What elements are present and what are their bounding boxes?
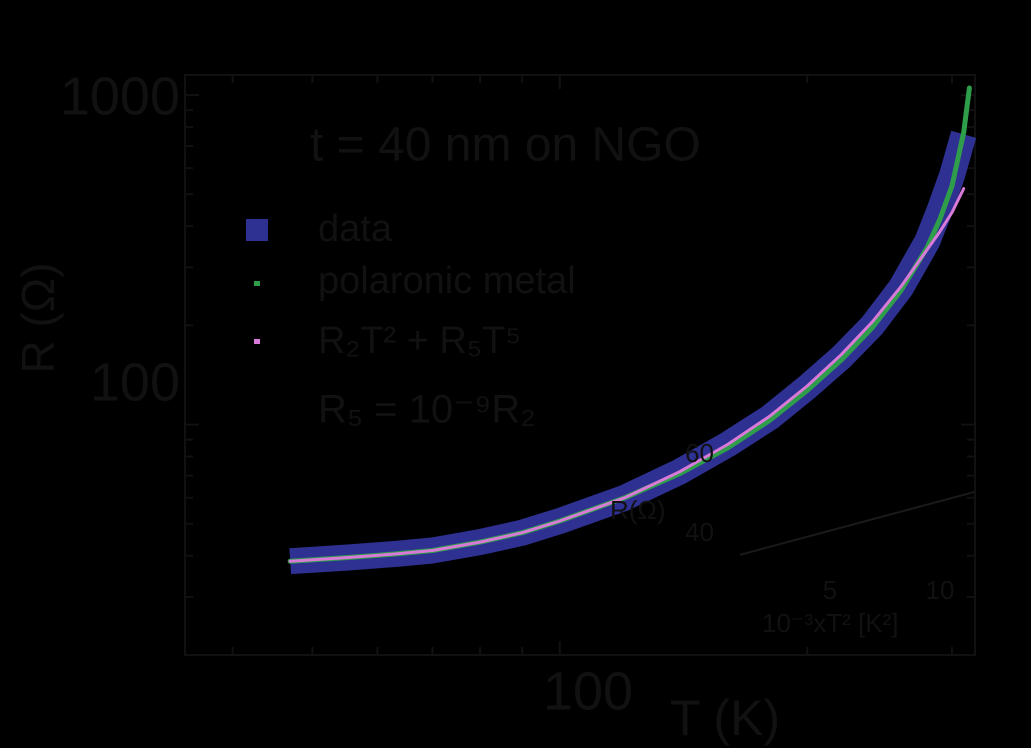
inset-x-axis-label: 10⁻³xT² [K²] [762, 608, 899, 638]
x-axis-label: T (K) [670, 690, 780, 746]
x-tick-label-100: 100 [543, 661, 633, 721]
legend: data polaronic metal R₂T² + R₅T⁵ [246, 208, 576, 362]
inset-y-tick-label-60: 60 [685, 438, 714, 468]
legend-label-polaronic-metal: polaronic metal [318, 260, 576, 302]
y-tick-label-1000: 1000 [60, 66, 180, 126]
axis-ticks [185, 75, 975, 656]
thickness-annotation: t = 40 nm on NGO [310, 119, 701, 172]
inset-plot [739, 490, 976, 556]
inset-y-axis-label: R(Ω) [610, 495, 666, 525]
legend-marker-polaronic-metal [254, 281, 260, 286]
inset-series-line-0 [739, 490, 976, 556]
legend-marker-power-law [254, 339, 260, 344]
series-layer [287, 85, 977, 575]
relation-annotation: R₅ = 10⁻⁹R₂ [318, 388, 536, 432]
y-tick-label-100: 100 [90, 352, 180, 412]
inset-y-tick-label-40: 40 [685, 517, 714, 547]
legend-label-power-law: R₂T² + R₅T⁵ [318, 320, 521, 362]
legend-label-data: data [318, 208, 393, 250]
plot-frame [184, 74, 976, 656]
inset-x-tick-label-5: 5 [823, 575, 837, 605]
inset-x-tick-label-10: 10 [926, 575, 955, 605]
y-axis-label: R (Ω) [12, 262, 64, 373]
series-line-2 [288, 187, 966, 563]
legend-marker-data [246, 219, 268, 241]
